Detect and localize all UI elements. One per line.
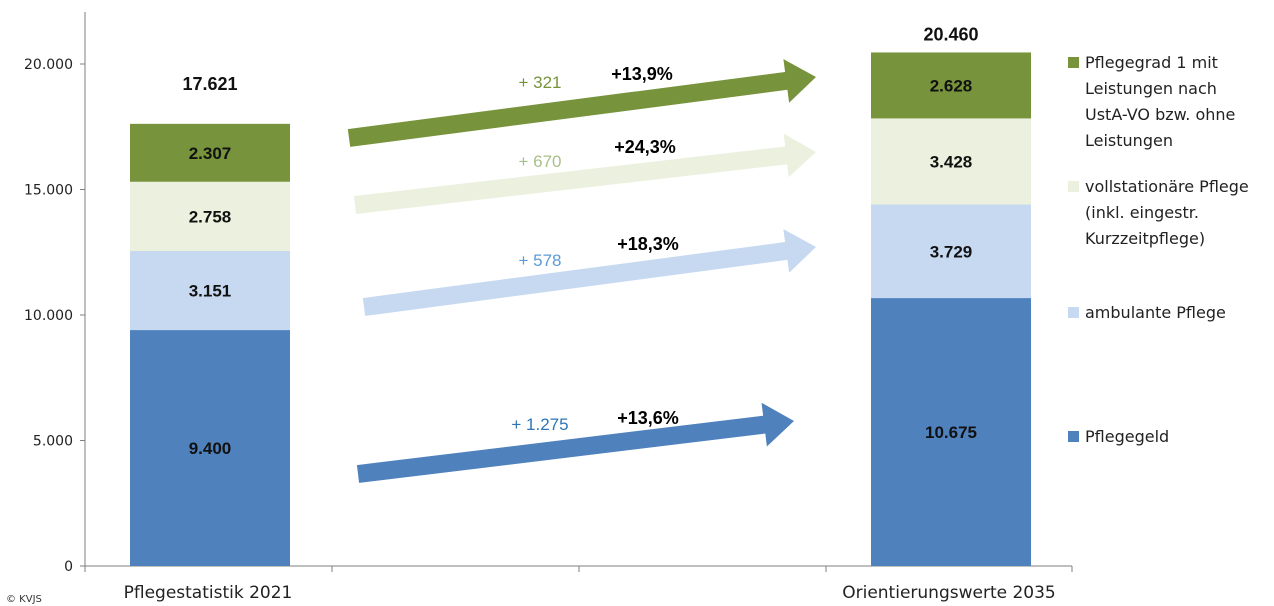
percent-label: +13,6% — [617, 408, 679, 428]
growth-arrow — [353, 133, 816, 214]
y-tick-label: 15.000 — [24, 183, 73, 199]
bar-segment — [130, 181, 290, 251]
legend-label: ambulante Pflege — [1085, 303, 1226, 322]
total-label: 17.621 — [182, 74, 237, 94]
percent-label: +18,3% — [617, 234, 679, 254]
bar-segment — [871, 118, 1031, 205]
legend-label: UstA-VO bzw. ohne — [1085, 105, 1235, 124]
y-tick-label: 5.000 — [33, 434, 73, 450]
growth-arrows: + 1.275 +13,6% + 578 +18,3% + 670 +24,3% + 321… — [347, 59, 816, 483]
bar-value-label: 2.628 — [930, 76, 973, 95]
total-label: 20.460 — [923, 24, 978, 44]
bar-segment — [130, 123, 290, 182]
bar-segment — [871, 52, 1031, 119]
percent-label: +24,3% — [614, 137, 676, 157]
legend-swatch — [1068, 307, 1079, 318]
bar-segment — [871, 298, 1031, 566]
y-tick-label: 0 — [64, 559, 73, 575]
x-category-label: Orientierungswerte 2035 — [842, 583, 1056, 603]
legend-swatch — [1068, 431, 1079, 442]
axes: 0 5.000 10.000 15.000 20.000 Pflegestatistik … — [24, 12, 1073, 603]
bar-segment — [130, 250, 290, 331]
bar-value-label: 3.151 — [189, 282, 232, 301]
legend-label: Leistungen — [1085, 131, 1173, 150]
bar-value-label: 9.400 — [189, 439, 232, 458]
bars: 9.400 3.151 2.758 2.307 17.621 10.675 3.729 3.4… — [130, 24, 1031, 566]
bar-value-label: 3.428 — [930, 152, 973, 171]
legend-label: Leistungen nach — [1085, 79, 1217, 98]
delta-label: + 321 — [518, 73, 561, 92]
legend: Pflegegrad 1 mit Leistungen nach UstA-VO b… — [1068, 53, 1249, 446]
legend-label: (inkl. eingestr. — [1085, 203, 1199, 222]
bar-value-label: 10.675 — [925, 423, 977, 442]
bar-value-label: 2.307 — [189, 144, 232, 163]
y-tick-label: 10.000 — [24, 308, 73, 324]
delta-label: + 578 — [518, 251, 561, 270]
growth-arrow — [362, 229, 816, 316]
percent-label: +13,9% — [611, 64, 673, 84]
legend-label: Kurzzeitpflege) — [1085, 229, 1205, 248]
x-category-label: Pflegestatistik 2021 — [124, 583, 293, 603]
delta-label: + 1.275 — [511, 415, 568, 434]
legend-swatch — [1068, 57, 1079, 68]
y-tick-label: 20.000 — [24, 57, 73, 73]
legend-swatch — [1068, 181, 1079, 192]
delta-label: + 670 — [518, 152, 561, 171]
legend-label: vollstationäre Pflege — [1085, 177, 1249, 196]
growth-arrow — [356, 402, 794, 483]
bar-segment — [130, 330, 290, 566]
legend-label: Pflegegeld — [1085, 427, 1169, 446]
bar-segment — [871, 204, 1031, 299]
legend-label: Pflegegrad 1 mit — [1085, 53, 1218, 72]
bar-value-label: 3.729 — [930, 242, 973, 261]
bar-value-label: 2.758 — [189, 207, 232, 226]
growth-arrow — [347, 59, 816, 147]
copyright-note: © KVJS — [6, 594, 42, 605]
